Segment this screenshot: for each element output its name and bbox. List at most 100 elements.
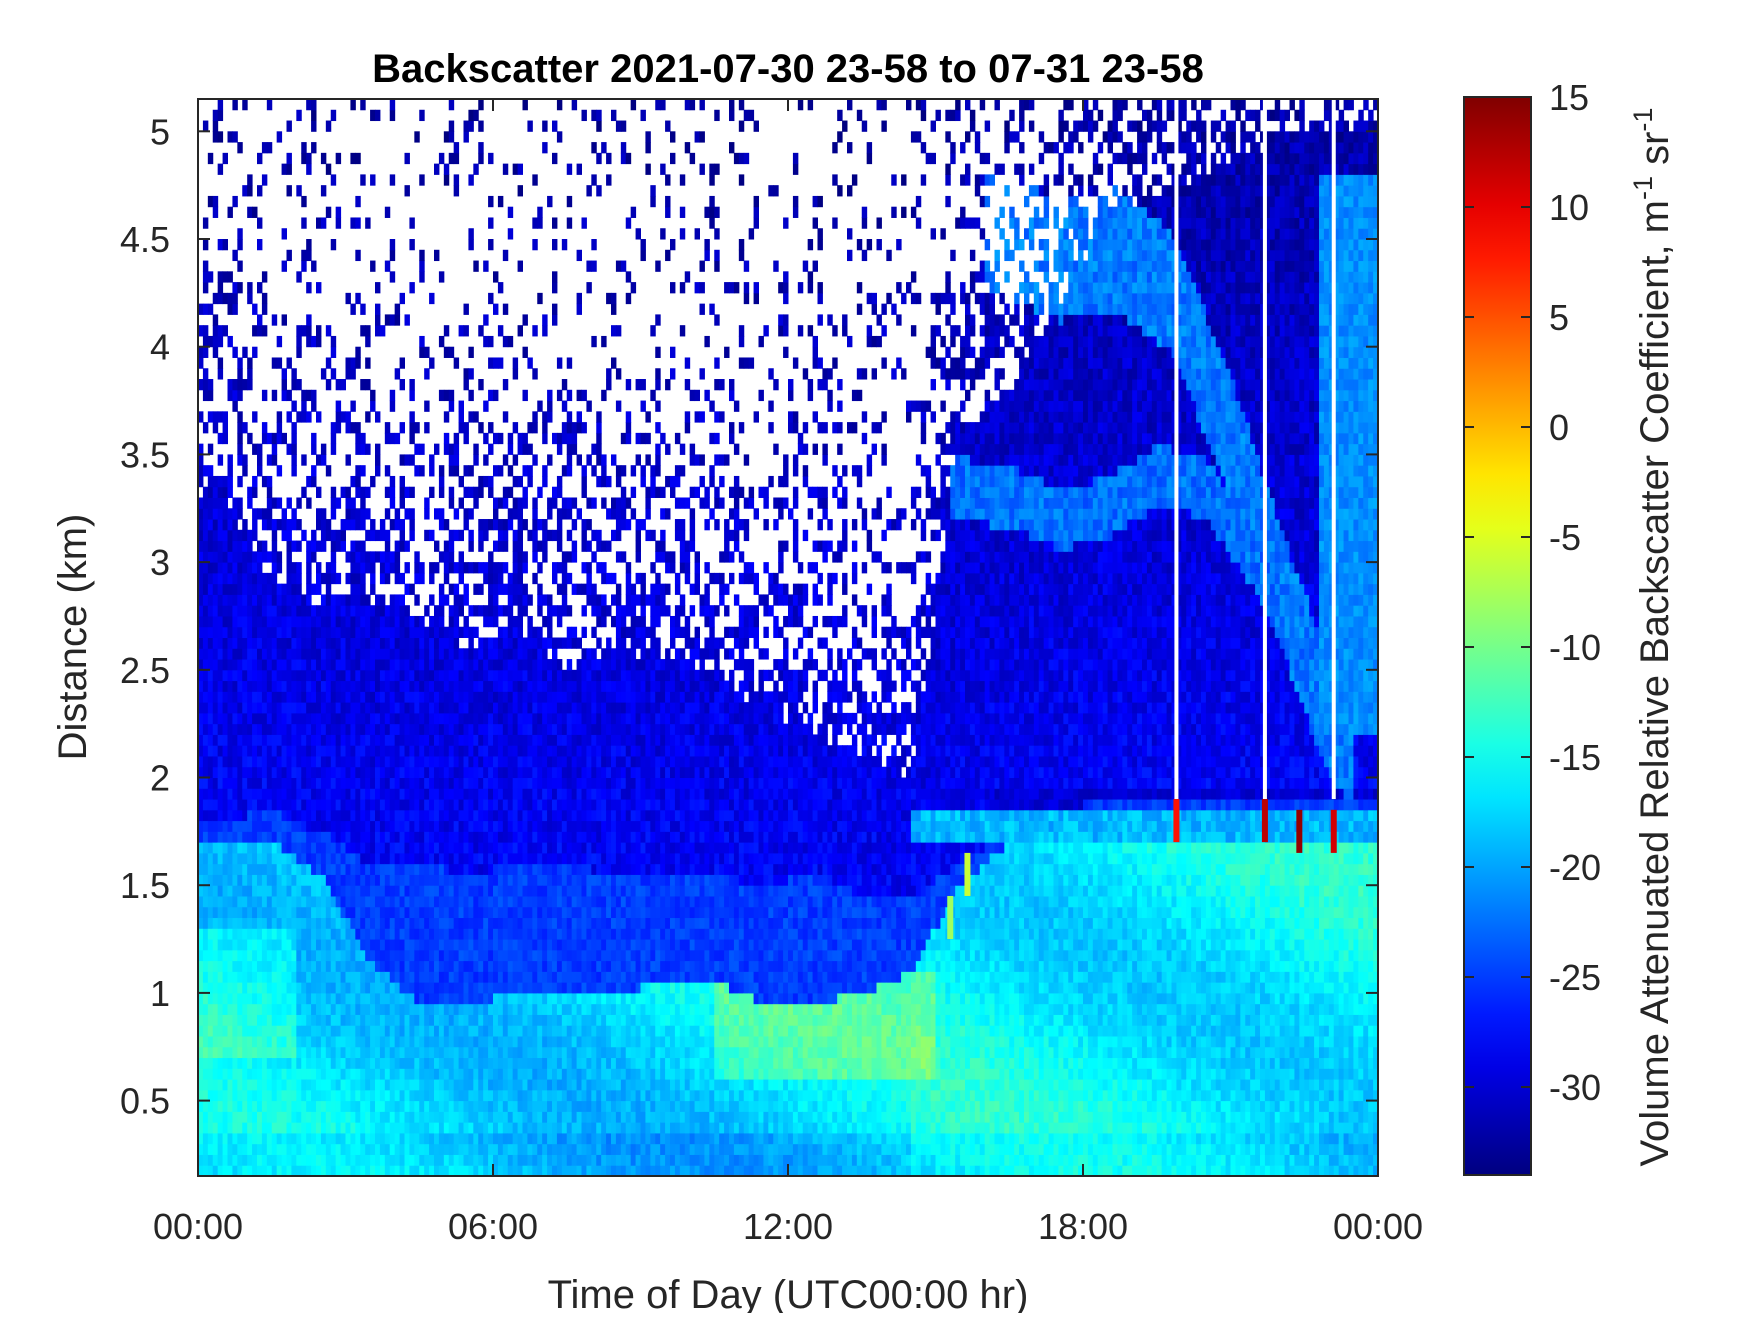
heatmap-cell — [306, 971, 312, 983]
heatmap-cell — [419, 723, 425, 735]
heatmap-cell — [473, 1089, 479, 1102]
heatmap-cell — [202, 540, 209, 552]
heatmap-cell — [424, 626, 430, 638]
heatmap-cell — [355, 1154, 361, 1166]
heatmap-cell — [384, 712, 391, 725]
heatmap-cell — [345, 497, 351, 509]
heatmap-cell — [556, 1111, 563, 1123]
heatmap-cell — [237, 971, 243, 983]
heatmap-cell — [384, 799, 391, 811]
heatmap-cell — [463, 917, 469, 929]
heatmap-cell — [340, 691, 346, 703]
heatmap-cell — [261, 971, 268, 983]
heatmap-cell — [217, 949, 224, 962]
heatmap-cell — [552, 895, 558, 908]
heatmap-cell — [286, 691, 292, 703]
heatmap-cell — [542, 615, 548, 628]
heatmap-cell — [252, 508, 258, 520]
heatmap-cell — [409, 659, 415, 671]
heatmap-cell — [330, 497, 337, 509]
heatmap-cell — [493, 982, 499, 994]
heatmap-cell — [419, 702, 425, 714]
heatmap-cell — [483, 863, 489, 875]
heatmap-cell — [434, 669, 440, 682]
heatmap-cell — [507, 712, 514, 725]
heatmap-cell — [257, 508, 263, 520]
heatmap-cell — [512, 831, 519, 843]
heatmap-cell — [271, 626, 278, 638]
heatmap-cell — [547, 454, 553, 466]
heatmap-cell — [488, 712, 494, 725]
heatmap-cell — [399, 939, 405, 951]
heatmap-cell — [463, 949, 469, 962]
heatmap-cell — [350, 1100, 356, 1112]
heatmap-cell — [507, 1046, 514, 1059]
heatmap-cell — [202, 379, 209, 391]
heatmap-cell — [419, 1014, 425, 1026]
heatmap-cell — [438, 1025, 445, 1037]
heatmap-cell — [370, 1035, 376, 1048]
heatmap-cell — [345, 669, 351, 682]
heatmap-cell — [291, 928, 297, 940]
heatmap-cell — [497, 648, 504, 660]
heatmap-cell — [512, 1122, 519, 1134]
heatmap-cell — [443, 669, 450, 682]
heatmap-cell — [379, 325, 386, 337]
heatmap-cell — [291, 895, 297, 908]
heatmap-cell — [345, 842, 351, 854]
heatmap-cell — [399, 1122, 405, 1134]
heatmap-cell — [448, 982, 455, 994]
heatmap-cell — [311, 465, 317, 477]
heatmap-cell — [556, 1143, 563, 1155]
heatmap-cell — [488, 1143, 494, 1155]
heatmap-cell — [556, 831, 563, 843]
heatmap-cell — [232, 971, 238, 983]
heatmap-cell — [355, 519, 361, 531]
heatmap-cell — [507, 928, 514, 940]
heatmap-cell — [419, 1079, 425, 1091]
heatmap-cell — [296, 1122, 302, 1134]
heatmap-cell — [212, 120, 219, 132]
heatmap-cell — [532, 885, 538, 897]
heatmap-cell — [537, 1003, 543, 1015]
heatmap-cell — [384, 1079, 391, 1091]
heatmap-cell — [311, 1089, 317, 1102]
heatmap-cell — [404, 1057, 410, 1069]
heatmap-cell — [552, 982, 558, 994]
heatmap-cell — [493, 777, 499, 789]
heatmap-cell — [296, 659, 302, 671]
heatmap-cell — [478, 691, 484, 703]
heatmap-cell — [552, 820, 558, 832]
heatmap-cell — [325, 831, 332, 843]
heatmap-cell — [458, 572, 464, 585]
heatmap-cell — [207, 712, 214, 725]
heatmap-cell — [261, 659, 268, 671]
heatmap-cell — [325, 325, 332, 337]
heatmap-cell — [212, 540, 219, 552]
heatmap-cell — [365, 379, 371, 391]
heatmap-cell — [493, 1046, 499, 1059]
heatmap-cell — [330, 939, 337, 951]
heatmap-cell — [222, 1154, 228, 1166]
heatmap-cell — [360, 594, 366, 606]
heatmap-cell — [271, 519, 278, 531]
heatmap-cell — [237, 659, 243, 671]
heatmap-cell — [394, 1025, 401, 1037]
heatmap-cell — [453, 831, 460, 843]
heatmap-cell — [252, 734, 258, 746]
heatmap-cell — [247, 842, 253, 854]
heatmap-cell — [350, 1057, 356, 1069]
heatmap-cell — [320, 820, 327, 832]
heatmap-cell — [532, 1068, 538, 1080]
heatmap-cell — [488, 572, 494, 585]
heatmap-cell — [281, 702, 287, 714]
heatmap-cell — [242, 712, 248, 725]
heatmap-cell — [522, 874, 528, 886]
heatmap-cell — [325, 594, 332, 606]
heatmap-cell — [227, 540, 233, 552]
heatmap-cell — [257, 885, 263, 897]
heatmap-cell — [458, 691, 464, 703]
heatmap-cell — [493, 1079, 499, 1091]
heatmap-cell — [552, 1057, 558, 1069]
heatmap-cell — [547, 799, 553, 811]
